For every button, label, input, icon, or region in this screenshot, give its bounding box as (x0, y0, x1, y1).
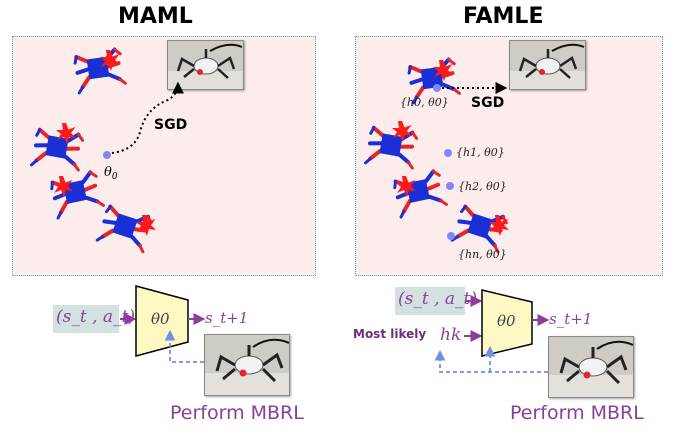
robot-photo (167, 40, 244, 90)
embedding-point (433, 84, 441, 92)
maml-output-label: s_t+1 (205, 309, 249, 327)
hexapod-robot-icon (363, 123, 421, 174)
sgd-path (111, 81, 184, 154)
famle-most-likely-label: Most likely (353, 327, 427, 341)
famle-sgd-label: SGD (471, 95, 505, 111)
maml-input-box (53, 305, 119, 333)
embedding-label-h2: {h2, θ0} (458, 180, 507, 193)
maml-input-label: (s_t , a_t) (56, 307, 135, 327)
embedding-point (447, 232, 455, 240)
embedding-point (446, 182, 454, 190)
maml-title: MAML (118, 4, 193, 29)
embedding-label-h1: {h1, θ0} (456, 146, 505, 159)
famle-feedback-arrow-hk (434, 349, 548, 373)
hexapod-robot-icon (29, 125, 87, 176)
damage-burst-icon (489, 215, 509, 236)
famle-hk-label: hk (440, 325, 462, 345)
maml-theta-label: θ0 (104, 165, 118, 182)
famle-caption: Perform MBRL (510, 402, 644, 424)
famle-output-label: s_t+1 (549, 310, 593, 328)
famle-input-box (395, 287, 465, 315)
maml-model-label: θ0 (151, 310, 170, 328)
hexapod-robot-icon (391, 168, 450, 220)
robot-photo (548, 336, 634, 398)
famle-model-label: θ0 (497, 312, 516, 330)
maml-sgd-label: SGD (154, 117, 188, 133)
famle-title: FAMLE (463, 4, 544, 29)
damage-burst-icon (136, 215, 156, 236)
robot-photo (204, 334, 290, 396)
embedding-label-hn: {hn, θ0} (458, 248, 507, 261)
embedding-label-h0: {h0, θ0} (400, 96, 449, 109)
famle-model-box (481, 289, 533, 357)
theta-point (103, 151, 111, 159)
embedding-point (444, 149, 452, 157)
hexapod-robot-icon (48, 169, 107, 221)
famle-input-label: (s_t , a_t) (398, 289, 477, 309)
robot-photo (509, 40, 586, 90)
maml-caption: Perform MBRL (170, 402, 304, 424)
